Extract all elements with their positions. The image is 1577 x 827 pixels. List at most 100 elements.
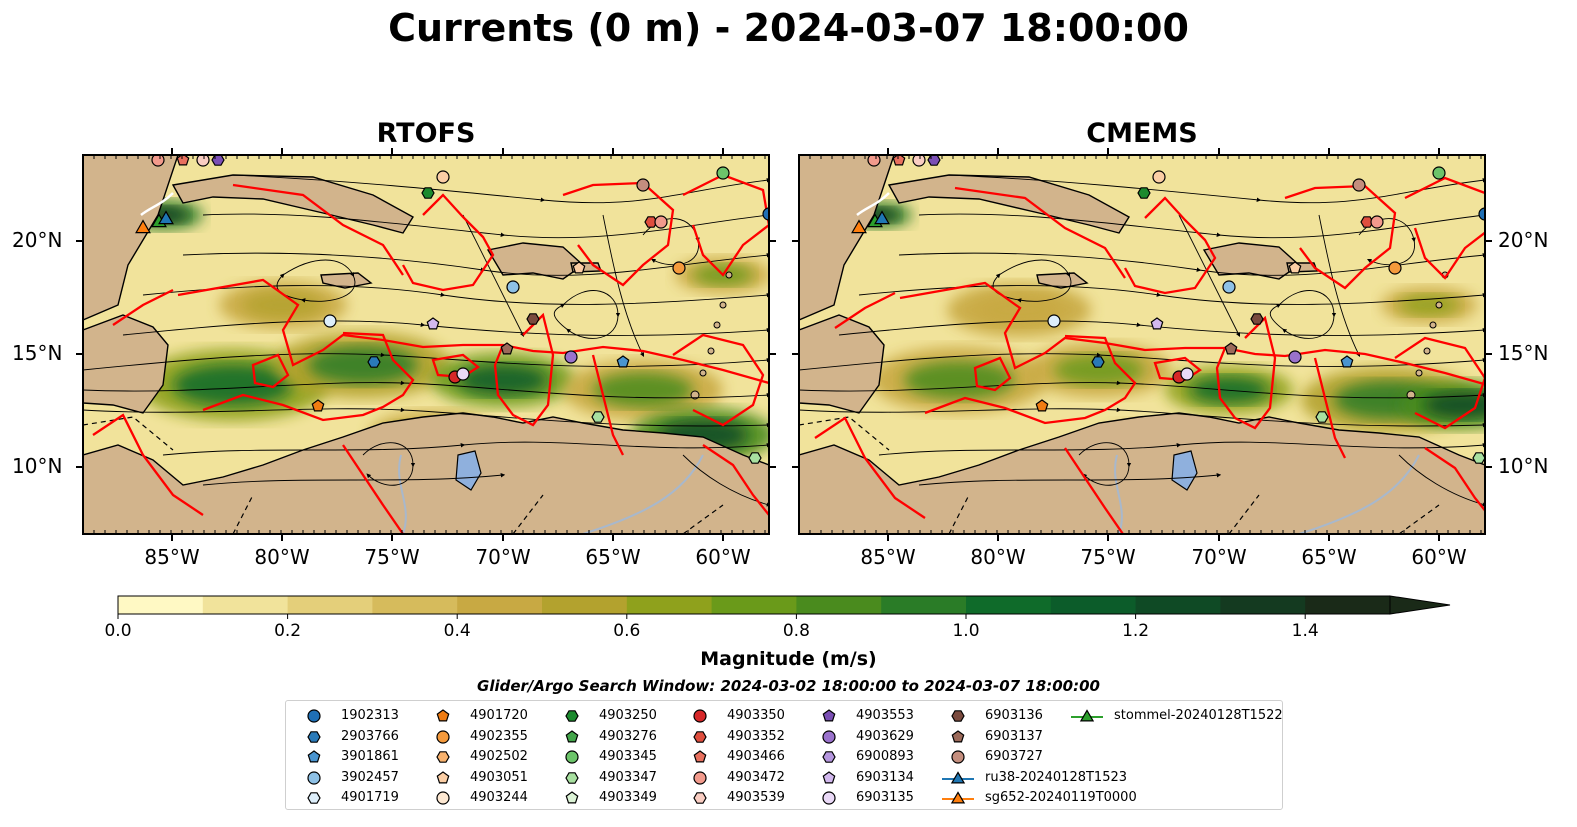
circle-icon	[307, 709, 321, 723]
colorbar-segment	[287, 596, 373, 614]
legend-label: 3902457	[341, 769, 399, 785]
colorbar-segment	[881, 596, 967, 614]
search-box	[1215, 315, 1277, 430]
float-marker	[716, 166, 730, 180]
pentagon-icon	[951, 729, 965, 742]
circle-icon	[565, 750, 579, 764]
colorbar-extend	[1389, 595, 1451, 615]
colorbar-segment	[1220, 596, 1306, 614]
legend-label: 4903350	[727, 708, 785, 723]
search-box	[682, 173, 769, 277]
float-marker	[1035, 399, 1049, 412]
land	[83, 155, 179, 321]
streamline	[162, 441, 769, 456]
streamline	[232, 174, 769, 204]
float-marker	[323, 314, 337, 328]
legend-label: 4903276	[599, 728, 657, 744]
float-marker	[1288, 261, 1302, 274]
float-marker	[506, 280, 520, 294]
colorbar-segment	[1305, 596, 1390, 614]
speed-core	[458, 364, 548, 396]
lat-tick-label: 10°N	[1498, 454, 1549, 478]
legend-label: ru38-20240128T1523	[985, 769, 1128, 785]
speed-core	[593, 372, 693, 408]
hexagon-icon	[693, 792, 707, 804]
circle-icon	[693, 770, 707, 785]
colorbar-segment	[457, 596, 543, 614]
country-border	[799, 416, 1440, 534]
search-box	[1123, 196, 1217, 295]
float-marker	[636, 178, 650, 192]
search-box	[973, 356, 1012, 392]
legend: 1902313 2903766 3901861 3902457 4901719 49017…	[285, 700, 1283, 810]
colorbar-segment	[542, 596, 628, 614]
streamline	[878, 441, 1485, 456]
lat-tick-label: 15°N	[1498, 341, 1549, 365]
legend-marker	[693, 750, 707, 763]
legend-marker	[950, 770, 966, 783]
colorbar-segment	[1135, 596, 1221, 614]
legend-marker	[436, 729, 450, 744]
main-title: Currents (0 m) - 2024-03-07 18:00:00	[388, 6, 1189, 50]
pentagon-icon	[822, 709, 836, 722]
colorbar-segment	[796, 596, 882, 614]
float-marker	[1352, 178, 1366, 192]
legend-marker	[436, 709, 450, 722]
pentagon-icon	[822, 770, 836, 783]
hexagon-icon	[307, 792, 321, 804]
island	[1423, 347, 1431, 355]
legend-marker	[307, 770, 321, 785]
legend-label: 1902313	[341, 708, 399, 723]
float-marker	[1370, 215, 1384, 229]
float-marker	[311, 399, 325, 412]
hexagon-icon	[565, 710, 579, 722]
colorbar-tick-label: 1.2	[1122, 621, 1150, 641]
streamline	[948, 174, 1485, 204]
streamline	[122, 320, 769, 336]
float-marker	[1388, 261, 1402, 275]
cmems-map	[799, 155, 1485, 534]
search-box	[342, 444, 404, 534]
legend-label: sg652-20240119T0000	[985, 790, 1137, 805]
search-box	[591, 354, 625, 456]
circle-icon	[436, 729, 450, 744]
search-box	[899, 281, 1485, 386]
search-box	[202, 331, 415, 422]
legend-marker	[693, 770, 707, 785]
speed-core	[173, 364, 293, 406]
legend-marker	[951, 710, 965, 722]
colorbar-label: Magnitude (m/s)	[700, 648, 877, 670]
float-marker	[526, 313, 540, 325]
lon-tick-label: 85°W	[144, 545, 200, 569]
float-marker	[1224, 342, 1238, 355]
search-box	[112, 288, 174, 326]
legend-label: 6903135	[856, 790, 914, 805]
float-marker	[421, 187, 435, 199]
legend-marker	[565, 750, 579, 764]
colorbar-tick-label: 1.4	[1291, 621, 1319, 641]
streamline	[83, 380, 769, 399]
float-marker	[748, 452, 762, 464]
search-box	[232, 183, 404, 276]
legend-marker	[307, 750, 321, 763]
legend-marker	[436, 751, 450, 763]
lake-maracaibo	[1171, 450, 1198, 491]
legend-label: 4903539	[727, 790, 785, 805]
legend-marker	[436, 791, 450, 805]
lon-tick-label: 70°W	[475, 545, 531, 569]
circle-icon	[951, 750, 965, 764]
colorbar-segment	[626, 596, 713, 614]
legend-marker	[1079, 709, 1095, 722]
colorbar-segment	[966, 596, 1052, 614]
pentagon-icon	[436, 770, 450, 783]
legend-marker	[693, 792, 707, 804]
island	[1429, 321, 1437, 329]
float-marker	[762, 207, 769, 221]
legend-label: 4902502	[470, 749, 528, 764]
float-marker	[892, 155, 906, 166]
colorbar-segment	[1050, 596, 1137, 614]
float-marker	[564, 350, 578, 364]
hexagon-icon	[436, 751, 450, 763]
search-box	[1064, 447, 1125, 534]
legend-marker	[307, 792, 321, 804]
